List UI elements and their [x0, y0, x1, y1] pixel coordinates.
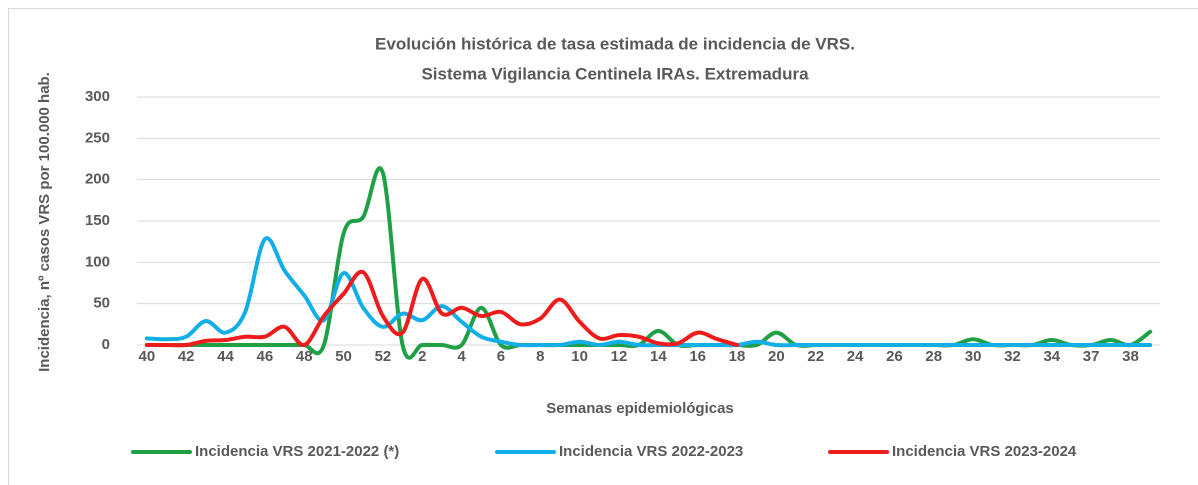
series-line	[144, 166, 1153, 360]
x-tick-label: 42	[178, 348, 195, 365]
x-tick-label: 34	[1043, 348, 1060, 365]
x-tick-label: 44	[217, 348, 234, 365]
x-tick-label: 20	[768, 348, 785, 365]
x-tick-label: 2	[418, 348, 426, 365]
x-tick-label: 18	[729, 348, 746, 365]
series-line	[144, 269, 740, 348]
x-tick-label: 22	[807, 348, 824, 365]
y-axis-label: Incidencia, nº casos VRS por 100.000 hab…	[36, 72, 53, 372]
x-tick-label: 46	[257, 348, 274, 365]
chart-subtitle: Sistema Vigilancia Centinela IRAs. Extre…	[421, 64, 809, 83]
y-tick-label: 150	[85, 212, 110, 229]
legend-label: Incidencia VRS 2022-2023	[559, 443, 743, 460]
x-tick-label: 52	[375, 348, 392, 365]
y-tick-label: 250	[85, 129, 110, 146]
x-tick-label: 8	[536, 348, 544, 365]
chart-title: Evolución histórica de tasa estimada de …	[375, 34, 855, 53]
x-tick-label: 32	[1004, 348, 1021, 365]
x-tick-label: 40	[138, 348, 155, 365]
y-tick-label: 200	[85, 171, 110, 188]
x-tick-label: 30	[965, 348, 982, 365]
y-tick-label: 0	[102, 336, 110, 353]
x-tick-label: 38	[1122, 348, 1139, 365]
y-tick-label: 50	[93, 295, 110, 312]
x-tick-label: 24	[847, 348, 864, 365]
series-line	[144, 236, 1153, 348]
x-tick-label: 48	[296, 348, 313, 365]
x-tick-label: 4	[457, 348, 466, 365]
x-tick-label: 28	[925, 348, 942, 365]
legend-label: Incidencia VRS 2021-2022 (*)	[195, 443, 399, 460]
x-tick-label: 50	[335, 348, 352, 365]
x-tick-label: 26	[886, 348, 903, 365]
x-tick-label: 6	[497, 348, 505, 365]
y-tick-label: 100	[85, 253, 110, 270]
y-tick-label: 300	[85, 88, 110, 105]
chart-border	[8, 8, 1198, 485]
x-tick-label: 16	[689, 348, 706, 365]
x-tick-label: 12	[611, 348, 628, 365]
x-tick-label: 10	[571, 348, 588, 365]
x-tick-label: 37	[1083, 348, 1100, 365]
x-tick-label: 14	[650, 348, 667, 365]
legend-label: Incidencia VRS 2023-2024	[892, 443, 1077, 460]
x-axis-label: Semanas epidemiológicas	[546, 400, 734, 417]
